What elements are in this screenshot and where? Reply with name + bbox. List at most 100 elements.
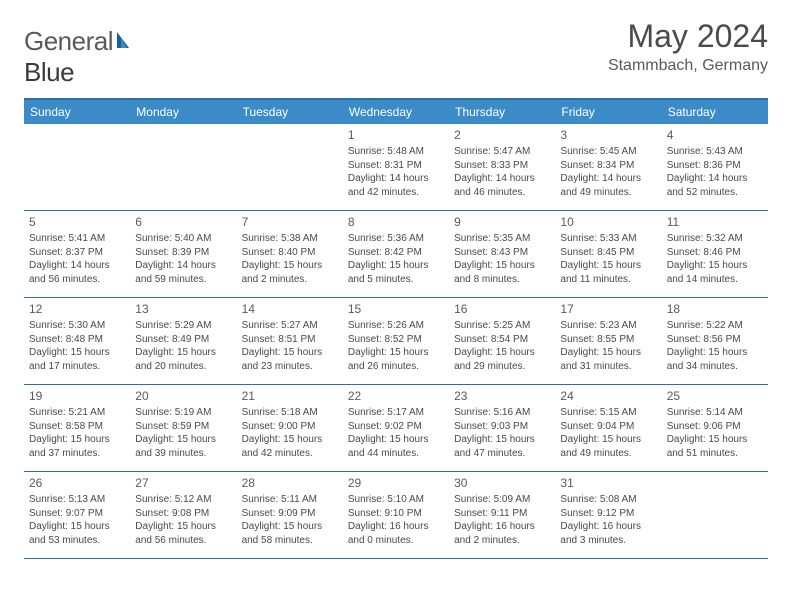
calendar-day: 29Sunrise: 5:10 AMSunset: 9:10 PMDayligh…	[343, 472, 449, 558]
sunset-text: Sunset: 9:12 PM	[560, 507, 656, 521]
calendar-day: 1Sunrise: 5:48 AMSunset: 8:31 PMDaylight…	[343, 124, 449, 210]
day-number: 29	[348, 475, 444, 491]
daylight-text: Daylight: 15 hours and 5 minutes.	[348, 259, 444, 286]
sunset-text: Sunset: 9:02 PM	[348, 420, 444, 434]
title-block: May 2024 Stammbach, Germany	[608, 18, 768, 75]
sunset-text: Sunset: 9:10 PM	[348, 507, 444, 521]
calendar-week: 5Sunrise: 5:41 AMSunset: 8:37 PMDaylight…	[24, 211, 768, 298]
daylight-text: Daylight: 15 hours and 56 minutes.	[135, 520, 231, 547]
daylight-text: Daylight: 14 hours and 52 minutes.	[667, 172, 763, 199]
calendar-day	[130, 124, 236, 210]
sunset-text: Sunset: 8:59 PM	[135, 420, 231, 434]
sunset-text: Sunset: 9:04 PM	[560, 420, 656, 434]
daylight-text: Daylight: 15 hours and 29 minutes.	[454, 346, 550, 373]
sunset-text: Sunset: 8:48 PM	[29, 333, 125, 347]
sunrise-text: Sunrise: 5:33 AM	[560, 232, 656, 246]
daylight-text: Daylight: 15 hours and 39 minutes.	[135, 433, 231, 460]
calendar-day	[237, 124, 343, 210]
sunrise-text: Sunrise: 5:26 AM	[348, 319, 444, 333]
calendar-day: 20Sunrise: 5:19 AMSunset: 8:59 PMDayligh…	[130, 385, 236, 471]
sunset-text: Sunset: 8:34 PM	[560, 159, 656, 173]
daylight-text: Daylight: 14 hours and 46 minutes.	[454, 172, 550, 199]
calendar-day: 22Sunrise: 5:17 AMSunset: 9:02 PMDayligh…	[343, 385, 449, 471]
day-number: 28	[242, 475, 338, 491]
day-number: 1	[348, 127, 444, 143]
sunrise-text: Sunrise: 5:21 AM	[29, 406, 125, 420]
sunrise-text: Sunrise: 5:41 AM	[29, 232, 125, 246]
day-number: 23	[454, 388, 550, 404]
weekday-header-row: SundayMondayTuesdayWednesdayThursdayFrid…	[24, 100, 768, 124]
day-number: 20	[135, 388, 231, 404]
daylight-text: Daylight: 15 hours and 17 minutes.	[29, 346, 125, 373]
calendar-day: 4Sunrise: 5:43 AMSunset: 8:36 PMDaylight…	[662, 124, 768, 210]
weekday-header: Sunday	[24, 100, 130, 124]
daylight-text: Daylight: 15 hours and 53 minutes.	[29, 520, 125, 547]
calendar-day: 17Sunrise: 5:23 AMSunset: 8:55 PMDayligh…	[555, 298, 661, 384]
sunrise-text: Sunrise: 5:13 AM	[29, 493, 125, 507]
day-number: 17	[560, 301, 656, 317]
sunrise-text: Sunrise: 5:30 AM	[29, 319, 125, 333]
day-number: 10	[560, 214, 656, 230]
sunset-text: Sunset: 9:03 PM	[454, 420, 550, 434]
day-number: 22	[348, 388, 444, 404]
day-number: 24	[560, 388, 656, 404]
weekday-header: Thursday	[449, 100, 555, 124]
sunrise-text: Sunrise: 5:32 AM	[667, 232, 763, 246]
sunset-text: Sunset: 9:09 PM	[242, 507, 338, 521]
calendar-day: 24Sunrise: 5:15 AMSunset: 9:04 PMDayligh…	[555, 385, 661, 471]
calendar-week: 1Sunrise: 5:48 AMSunset: 8:31 PMDaylight…	[24, 124, 768, 211]
weekday-header: Tuesday	[237, 100, 343, 124]
day-number: 5	[29, 214, 125, 230]
daylight-text: Daylight: 15 hours and 51 minutes.	[667, 433, 763, 460]
daylight-text: Daylight: 16 hours and 2 minutes.	[454, 520, 550, 547]
calendar-day: 30Sunrise: 5:09 AMSunset: 9:11 PMDayligh…	[449, 472, 555, 558]
sunset-text: Sunset: 8:52 PM	[348, 333, 444, 347]
calendar-day: 11Sunrise: 5:32 AMSunset: 8:46 PMDayligh…	[662, 211, 768, 297]
sunset-text: Sunset: 9:06 PM	[667, 420, 763, 434]
calendar-day: 23Sunrise: 5:16 AMSunset: 9:03 PMDayligh…	[449, 385, 555, 471]
calendar-day: 3Sunrise: 5:45 AMSunset: 8:34 PMDaylight…	[555, 124, 661, 210]
sunrise-text: Sunrise: 5:43 AM	[667, 145, 763, 159]
calendar-day: 18Sunrise: 5:22 AMSunset: 8:56 PMDayligh…	[662, 298, 768, 384]
daylight-text: Daylight: 15 hours and 14 minutes.	[667, 259, 763, 286]
sunset-text: Sunset: 8:31 PM	[348, 159, 444, 173]
logo-text: GeneralBlue	[24, 26, 137, 88]
weekday-header: Friday	[555, 100, 661, 124]
calendar-day: 13Sunrise: 5:29 AMSunset: 8:49 PMDayligh…	[130, 298, 236, 384]
daylight-text: Daylight: 15 hours and 42 minutes.	[242, 433, 338, 460]
calendar-day	[662, 472, 768, 558]
day-number: 8	[348, 214, 444, 230]
calendar-week: 19Sunrise: 5:21 AMSunset: 8:58 PMDayligh…	[24, 385, 768, 472]
sunset-text: Sunset: 8:36 PM	[667, 159, 763, 173]
daylight-text: Daylight: 15 hours and 34 minutes.	[667, 346, 763, 373]
daylight-text: Daylight: 16 hours and 3 minutes.	[560, 520, 656, 547]
month-title: May 2024	[608, 18, 768, 55]
sunrise-text: Sunrise: 5:17 AM	[348, 406, 444, 420]
calendar-day: 26Sunrise: 5:13 AMSunset: 9:07 PMDayligh…	[24, 472, 130, 558]
sunset-text: Sunset: 8:33 PM	[454, 159, 550, 173]
sunrise-text: Sunrise: 5:12 AM	[135, 493, 231, 507]
day-number: 31	[560, 475, 656, 491]
sunset-text: Sunset: 8:55 PM	[560, 333, 656, 347]
sunset-text: Sunset: 9:07 PM	[29, 507, 125, 521]
weekday-header: Monday	[130, 100, 236, 124]
sunset-text: Sunset: 8:58 PM	[29, 420, 125, 434]
daylight-text: Daylight: 14 hours and 49 minutes.	[560, 172, 656, 199]
sunset-text: Sunset: 8:42 PM	[348, 246, 444, 260]
sunrise-text: Sunrise: 5:35 AM	[454, 232, 550, 246]
sunset-text: Sunset: 8:46 PM	[667, 246, 763, 260]
calendar-day: 21Sunrise: 5:18 AMSunset: 9:00 PMDayligh…	[237, 385, 343, 471]
sunrise-text: Sunrise: 5:29 AM	[135, 319, 231, 333]
day-number: 21	[242, 388, 338, 404]
daylight-text: Daylight: 15 hours and 2 minutes.	[242, 259, 338, 286]
day-number: 15	[348, 301, 444, 317]
calendar-day: 27Sunrise: 5:12 AMSunset: 9:08 PMDayligh…	[130, 472, 236, 558]
calendar-page: GeneralBlue May 2024 Stammbach, Germany …	[0, 0, 792, 571]
sunrise-text: Sunrise: 5:08 AM	[560, 493, 656, 507]
sunrise-text: Sunrise: 5:10 AM	[348, 493, 444, 507]
sunset-text: Sunset: 8:43 PM	[454, 246, 550, 260]
day-number: 14	[242, 301, 338, 317]
sunrise-text: Sunrise: 5:25 AM	[454, 319, 550, 333]
sunrise-text: Sunrise: 5:09 AM	[454, 493, 550, 507]
daylight-text: Daylight: 15 hours and 47 minutes.	[454, 433, 550, 460]
